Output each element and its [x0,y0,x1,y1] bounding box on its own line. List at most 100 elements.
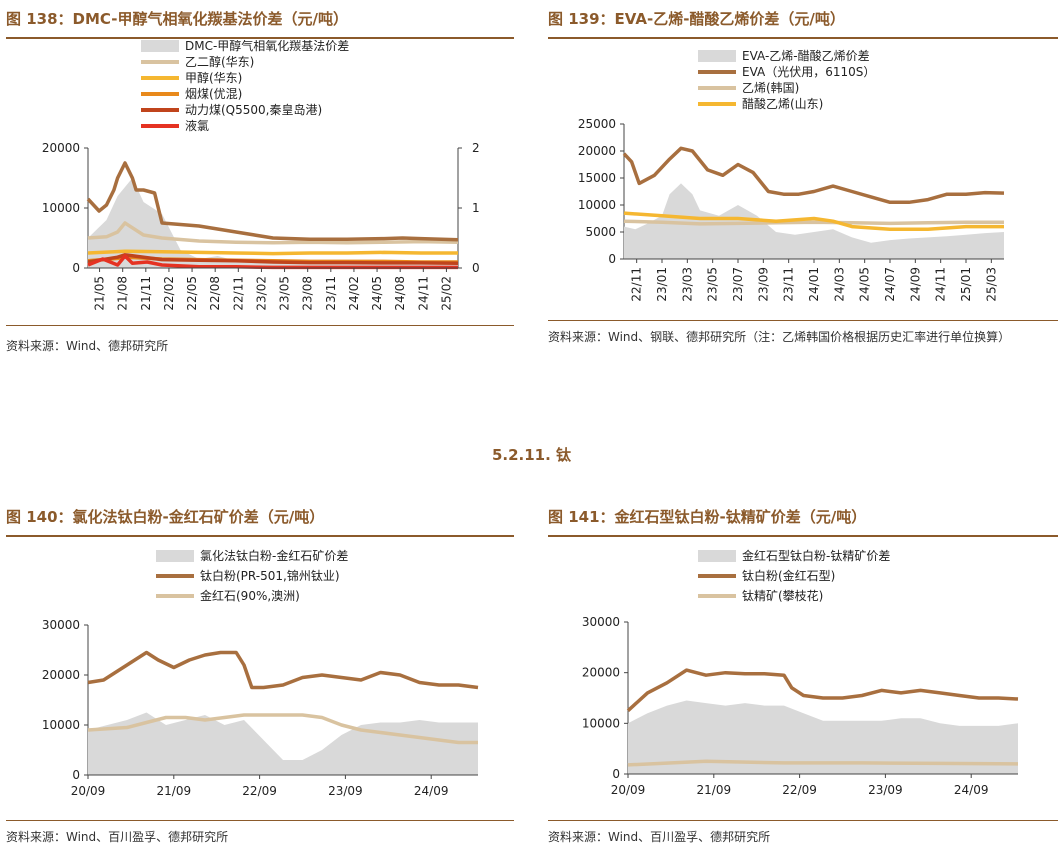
figure-title: 图 141：金红石型钛白粉-钛精矿价差（元/吨） [548,508,867,526]
legend-swatch [698,550,736,562]
x-tick-label: 21/09 [157,784,192,798]
legend-label: 烟煤(优混) [185,87,242,101]
x-tick-label: 24/03 [832,267,846,302]
y2-tick-label: 1 [472,201,480,215]
x-tick-label: 23/05 [706,267,720,302]
x-tick-label: 23/09 [328,784,363,798]
x-tick-label: 23/11 [324,276,338,311]
y-tick-label: 25000 [578,117,616,131]
y2-tick-label: 2 [472,141,480,155]
legend-label: 醋酸乙烯(山东) [742,96,823,111]
x-tick-label: 21/08 [116,276,130,311]
legend-label: 金红石型钛白粉-钛精矿价差 [742,548,890,563]
legend-label: 钛精矿(攀枝花) [742,588,823,603]
source-rule [548,820,1058,821]
y-tick-label: 30000 [582,615,620,629]
line-series [87,254,458,270]
legend-label: 液氯 [185,118,209,133]
legend-label: 金红石(90%,澳洲) [200,588,300,603]
x-tick-label: 24/05 [370,276,384,311]
x-tick-label: 24/11 [934,267,948,302]
legend-label: 动力煤(Q5500,秦皇岛港) [185,102,322,117]
x-tick-label: 24/05 [858,267,872,302]
line-series [622,146,1005,205]
line-series [87,249,458,256]
y-tick-label: 5000 [585,225,616,239]
legend-label: 乙烯(韩国) [742,80,799,95]
x-tick-label: 24/09 [908,267,922,302]
y-tick-label: 10000 [42,718,80,732]
legend-swatch [698,50,736,62]
x-tick-label: 22/11 [630,267,644,302]
title-rule [6,535,514,537]
x-tick-label: 22/08 [208,276,222,311]
source-note: 资料来源：Wind、钢联、德邦研究所（注：乙烯韩国价格根据历史汇率进行单位换算） [548,330,1011,344]
line-series [623,219,1004,226]
x-tick-label: 25/01 [959,267,973,302]
x-tick-label: 21/11 [139,276,153,311]
x-tick-label: 23/03 [680,267,694,302]
legend-label: 乙二醇(华东) [185,54,254,69]
x-tick-label: 22/11 [231,276,245,311]
x-tick-label: 23/11 [782,267,796,302]
x-tick-label: 21/05 [93,276,107,311]
x-tick-label: 21/09 [697,783,732,797]
title-rule [548,535,1058,537]
legend-label: EVA-乙烯-醋酸乙烯价差 [742,48,870,63]
area-series [628,700,1018,774]
title-rule [548,37,1058,39]
x-tick-label: 25/02 [439,276,453,311]
legend-label: 甲醇(华东) [185,70,242,85]
x-tick-label: 23/02 [254,276,268,311]
chart-panel-139: 图 139：EVA-乙烯-醋酸乙烯价差（元/吨） EVA-乙烯-醋酸乙烯价差 EV… [548,0,1058,380]
line-series [87,650,479,690]
x-tick-label: 22/05 [185,276,199,311]
y-tick-label: 20000 [42,141,80,155]
legend-swatch [141,40,179,52]
x-tick-label: 23/05 [278,276,292,311]
x-tick-label: 24/11 [416,276,430,311]
y-tick-label: 0 [608,252,616,266]
source-rule [548,320,1058,321]
legend-swatch [156,550,194,562]
x-tick-label: 23/07 [731,267,745,302]
y2-tick-label: 0 [472,261,480,275]
line-series [626,668,1019,712]
line-series [623,211,1004,232]
y-tick-label: 20000 [578,144,616,158]
y-tick-label: 15000 [578,171,616,185]
y-tick-label: 20000 [42,668,80,682]
area-series [88,712,478,775]
x-tick-label: 24/08 [393,276,407,311]
figure-title: 图 140：氯化法钛白粉-金红石矿价差（元/吨） [6,508,325,526]
title-rule [6,37,514,39]
legend-label: DMC-甲醇气相氧化羰基法价差 [185,40,349,53]
x-tick-label: 24/09 [954,783,989,797]
chart-panel-141: 图 141：金红石型钛白粉-钛精矿价差（元/吨） 金红石型钛白粉-钛精矿价差 钛白… [548,500,1058,859]
line-series [87,221,459,245]
y-tick-label: 30000 [42,618,80,632]
source-rule [6,325,514,326]
chart-panel-140: 图 140：氯化法钛白粉-金红石矿价差（元/吨） 氯化法钛白粉-金红石矿价差 钛白… [6,500,514,859]
x-tick-label: 24/02 [347,276,361,311]
x-tick-label: 25/03 [984,267,998,302]
x-tick-label: 22/09 [242,784,277,798]
x-tick-label: 22/02 [162,276,176,311]
section-heading: 5.2.11. 钛 [491,446,572,464]
x-tick-label: 23/09 [868,783,903,797]
figure-title: 图 138：DMC-甲醇气相氧化羰基法价差（元/吨） [6,10,348,28]
x-tick-label: 20/09 [611,783,646,797]
chart-139: EVA-乙烯-醋酸乙烯价差 EVA（光伏用，6110S）乙烯(韩国)醋酸乙烯(山东… [578,48,1005,302]
area-series [624,183,1004,259]
x-tick-label: 22/09 [782,783,817,797]
y-tick-label: 10000 [42,201,80,215]
source-note: 资料来源：Wind、百川盈孚、德邦研究所 [6,830,229,844]
legend-label: EVA（光伏用，6110S） [742,65,875,79]
y-tick-label: 10000 [582,716,620,730]
source-rule [6,820,514,821]
x-tick-label: 24/09 [414,784,449,798]
legend-label: 钛白粉(金红石型) [742,568,835,583]
